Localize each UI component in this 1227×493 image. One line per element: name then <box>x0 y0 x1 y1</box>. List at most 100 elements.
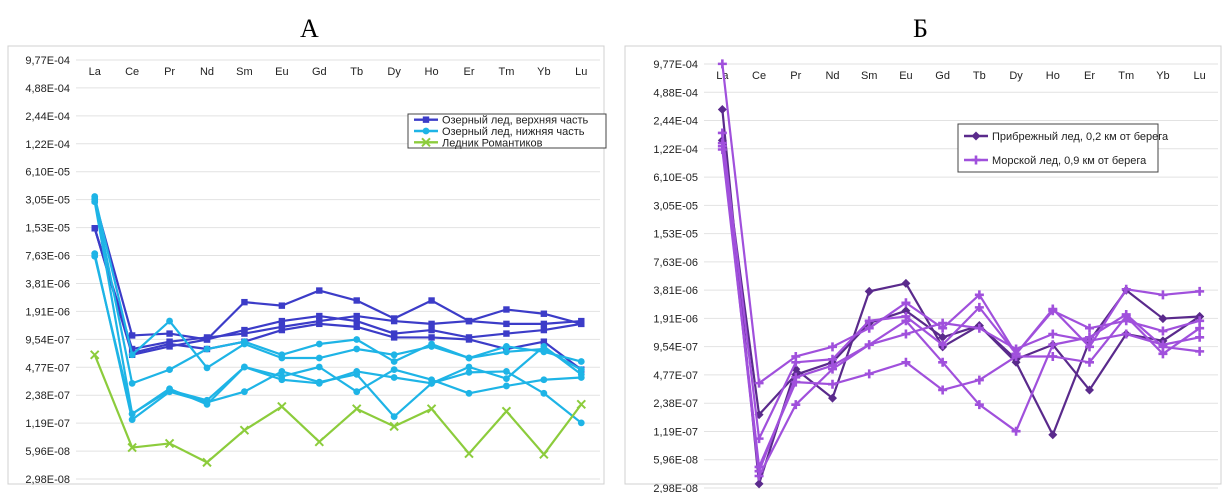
data-point <box>540 320 548 328</box>
x-tick-label: Lu <box>575 66 587 78</box>
legend-box <box>957 123 1159 173</box>
data-point <box>278 323 286 331</box>
series-line <box>93 227 582 351</box>
y-tick-label: 4,77E-07 <box>653 370 698 382</box>
data-point <box>1048 351 1058 361</box>
data-point <box>353 317 360 325</box>
legend-label: Озерный лед, верхняя часть <box>442 115 588 127</box>
data-point <box>166 317 173 325</box>
data-point <box>791 357 801 367</box>
data-point <box>428 379 435 387</box>
series-10 <box>90 350 586 468</box>
data-point <box>974 302 984 312</box>
data-point <box>901 298 911 308</box>
series-line <box>721 143 1200 478</box>
data-point <box>540 326 548 334</box>
data-point <box>278 302 286 309</box>
y-tick-label: 1,19E-07 <box>25 418 70 430</box>
x-tick-label: Gd <box>935 70 950 82</box>
data-point <box>754 471 764 481</box>
data-point <box>128 379 136 387</box>
data-point <box>1085 385 1094 395</box>
data-point <box>791 400 801 410</box>
data-point <box>1085 323 1094 333</box>
legend-marker-marker <box>421 137 431 148</box>
series-line <box>721 63 1200 385</box>
data-point <box>465 354 473 362</box>
x-tick-label: Tb <box>350 66 363 78</box>
x-tick-label: Er <box>464 66 475 78</box>
y-tick-label: 2,98E-08 <box>653 483 698 493</box>
data-point <box>1195 323 1205 333</box>
y-tick-label: 2,44E-04 <box>25 111 70 123</box>
data-point <box>428 320 435 328</box>
data-point <box>390 315 398 322</box>
data-point <box>465 336 473 343</box>
y-tick-label: 1,91E-06 <box>25 306 70 318</box>
x-tick-label: La <box>89 66 102 78</box>
data-point <box>465 317 473 325</box>
data-point <box>128 416 136 424</box>
data-point <box>353 297 360 304</box>
data-point <box>353 336 361 343</box>
x-tick-label: Sm <box>861 70 878 82</box>
series-6 <box>91 195 585 387</box>
data-point <box>353 345 361 353</box>
x-tick-label: Nd <box>200 66 214 78</box>
data-point <box>278 317 286 325</box>
y-tick-label: 1,91E-06 <box>653 313 698 325</box>
data-point <box>938 385 948 395</box>
data-point <box>974 323 984 333</box>
y-tick-label: 1,22E-04 <box>25 139 70 151</box>
y-tick-label: 3,05E-05 <box>25 195 70 207</box>
data-point <box>540 338 548 345</box>
data-point <box>390 351 398 359</box>
y-tick-label: 6,10E-05 <box>25 167 70 179</box>
data-point <box>577 366 585 374</box>
data-point <box>577 419 585 427</box>
y-tick-label: 2,38E-07 <box>25 390 70 402</box>
data-point <box>241 326 248 334</box>
series-line <box>93 227 582 356</box>
data-point <box>503 306 510 313</box>
series-3 <box>717 59 1205 388</box>
x-tick-label: Pr <box>790 70 801 82</box>
data-point <box>717 59 727 69</box>
series-line <box>721 140 1201 416</box>
data-point <box>717 128 727 138</box>
data-point <box>1048 329 1058 339</box>
data-point <box>1158 326 1168 336</box>
data-point <box>503 368 510 375</box>
data-point <box>938 332 948 342</box>
data-point <box>901 278 911 288</box>
data-point <box>91 252 99 260</box>
data-point <box>390 330 398 337</box>
x-tick-label: Gd <box>312 66 327 78</box>
data-point <box>1011 344 1021 354</box>
data-point <box>503 375 510 382</box>
data-point <box>828 342 837 352</box>
x-tick-label: Lu <box>1194 70 1206 82</box>
data-point <box>828 364 837 374</box>
data-point <box>791 372 801 382</box>
data-point <box>353 388 361 396</box>
data-point <box>316 287 323 294</box>
x-tick-label: Ho <box>1046 70 1060 82</box>
data-point <box>428 297 435 304</box>
data-point <box>241 298 248 306</box>
data-point <box>864 316 874 326</box>
data-point <box>428 334 435 341</box>
data-point <box>203 336 211 343</box>
x-tick-label: Sm <box>236 66 253 78</box>
data-point <box>166 385 173 393</box>
data-point <box>503 382 510 390</box>
data-point <box>315 340 323 348</box>
data-point <box>1048 340 1058 350</box>
data-point <box>828 379 837 389</box>
data-point <box>277 401 287 412</box>
data-point <box>390 366 398 374</box>
series-line <box>93 255 582 415</box>
legend: Прибрежный лед, 0,2 км от берега Морской … <box>957 123 1169 173</box>
data-point <box>428 340 435 348</box>
data-point <box>577 358 585 365</box>
